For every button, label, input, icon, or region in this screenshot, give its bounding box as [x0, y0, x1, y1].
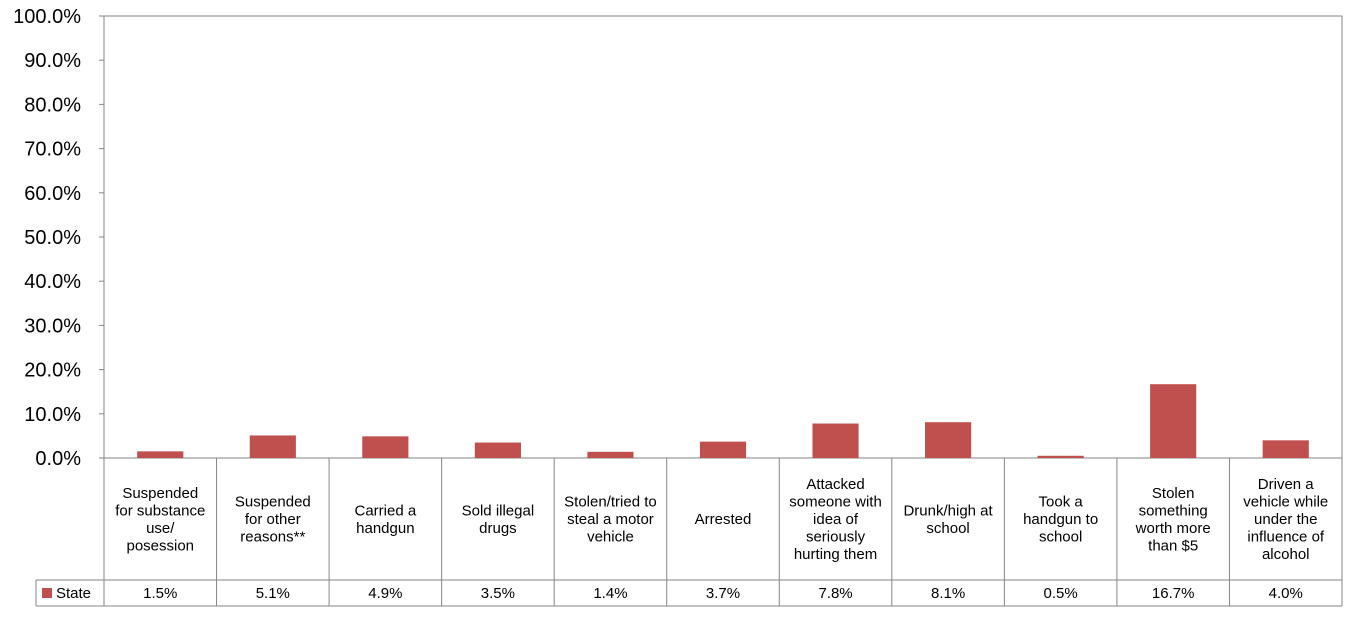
bar-6	[699, 441, 747, 458]
table-value: 5.1%	[256, 585, 290, 602]
category-label: Suspended for substance use/posession	[115, 485, 205, 555]
bar-2	[249, 435, 296, 458]
table-value: 1.5%	[143, 585, 177, 602]
y-axis-tick-label: 50.0%	[24, 227, 81, 249]
table-value: 0.5%	[1044, 585, 1078, 602]
bar-7	[812, 423, 859, 458]
category-label: Arrested	[695, 511, 752, 528]
table-value: 4.9%	[368, 585, 402, 602]
category-label: Stolen something worth more than $5	[1135, 485, 1211, 555]
table-value: 7.8%	[818, 585, 852, 602]
bar-3	[362, 436, 409, 458]
bar-4	[474, 442, 521, 458]
y-axis-tick-label: 60.0%	[24, 183, 81, 205]
category-label: Stolen/tried to steal a motor vehicle	[564, 494, 657, 546]
y-axis-tick-label: 100.0%	[13, 6, 81, 28]
bar-10	[1150, 384, 1197, 458]
y-axis-tick-label: 0.0%	[35, 448, 81, 470]
bar-5	[587, 451, 634, 458]
y-axis-tick-label: 80.0%	[24, 94, 81, 116]
y-axis-tick-label: 40.0%	[24, 271, 81, 293]
table-value: 3.7%	[706, 585, 740, 602]
legend-label: State	[56, 585, 91, 602]
category-label: Drunk/high at school	[903, 502, 993, 537]
bar-1	[137, 451, 184, 458]
category-label: Attacked someone with idea of seriously hurt…	[789, 476, 882, 563]
y-axis-tick-label: 20.0%	[24, 360, 81, 382]
y-axis-tick-label: 90.0%	[24, 50, 81, 72]
table-value: 1.4%	[593, 585, 627, 602]
table-value: 8.1%	[931, 585, 965, 602]
bar-8	[925, 422, 972, 458]
category-label: Carried a handgun	[355, 502, 417, 537]
category-label: Sold illegal drugs	[462, 502, 535, 537]
category-label: Suspended for other reasons**	[235, 494, 311, 546]
table-value: 16.7%	[1152, 585, 1195, 602]
category-label: Took a handgun to school	[1023, 494, 1098, 546]
bar-11	[1262, 440, 1309, 458]
y-axis-tick-label: 30.0%	[24, 315, 81, 337]
bar-9	[1037, 455, 1084, 458]
y-axis-tick-label: 70.0%	[24, 139, 81, 161]
category-label: Driven a vehicle while under the influence …	[1243, 476, 1328, 563]
table-value: 4.0%	[1269, 585, 1303, 602]
legend-swatch	[42, 588, 52, 598]
table-value: 3.5%	[481, 585, 515, 602]
y-axis-tick-label: 10.0%	[24, 404, 81, 426]
